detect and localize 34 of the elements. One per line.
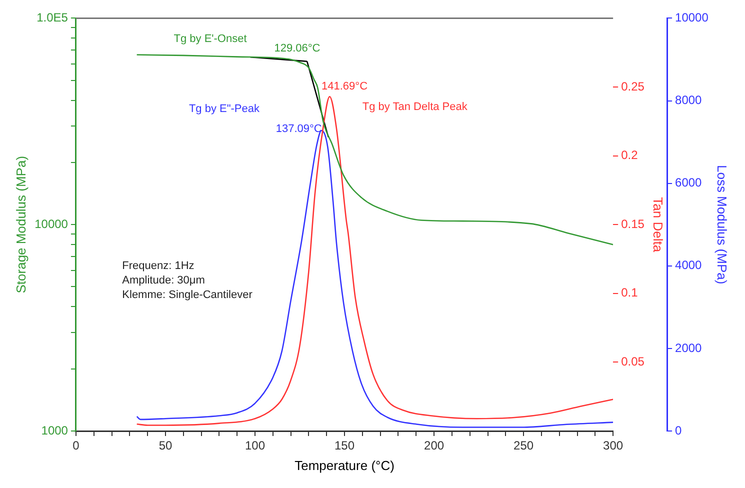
y2-tick-label: 0.2	[621, 148, 638, 162]
y2-tick-label: 0.25	[621, 79, 645, 94]
annotation: Amplitude: 30μm	[122, 274, 205, 286]
y3-tick-label: 10000	[675, 10, 709, 25]
annotation: 137.09°C	[276, 122, 322, 135]
x-tick-label: 200	[424, 438, 444, 453]
y3-tick-label: 4000	[675, 258, 702, 272]
x-tick-label: 150	[334, 438, 355, 453]
annotation: Tg by Tan Delta Peak	[362, 100, 468, 113]
y-tick-label: 1.0E5	[36, 10, 68, 25]
y2-tick-label: 0.1	[621, 286, 638, 300]
annotation: Klemme: Single-Cantilever	[122, 288, 253, 301]
y-axis-title: Storage Modulus (MPa)	[13, 156, 28, 294]
y3-tick-label: 0	[675, 423, 682, 438]
y3-axis-title: Loss Modulus (MPa)	[714, 164, 730, 284]
y2-tick-label: 0.15	[621, 216, 645, 231]
y3-tick-label: 8000	[675, 93, 702, 108]
y3-tick-label: 2000	[675, 340, 702, 355]
x-tick-label: 300	[603, 438, 624, 453]
annotation: 141.69°C	[322, 80, 368, 92]
x-axis-title: Temperature (°C)	[294, 458, 394, 473]
y2-axis-title: Tan Delta	[650, 197, 666, 253]
x-tick-label: 100	[244, 438, 266, 453]
y-tick-label: 10000	[34, 216, 68, 231]
y-tick-label: 1000	[41, 423, 68, 438]
y2-tick-label: 0.05	[621, 354, 645, 369]
annotation: Tg by E"-Peak	[188, 103, 260, 116]
x-tick-label: 250	[514, 438, 534, 453]
annotation: 129.06°C	[274, 42, 320, 54]
x-tick-label: 0	[72, 438, 80, 453]
x-tick-label: 50	[158, 438, 172, 453]
annotation: Frequenz: 1Hz	[122, 260, 194, 272]
annotation: Tg by E'-Onset	[174, 32, 247, 45]
y3-tick-label: 6000	[675, 176, 702, 190]
